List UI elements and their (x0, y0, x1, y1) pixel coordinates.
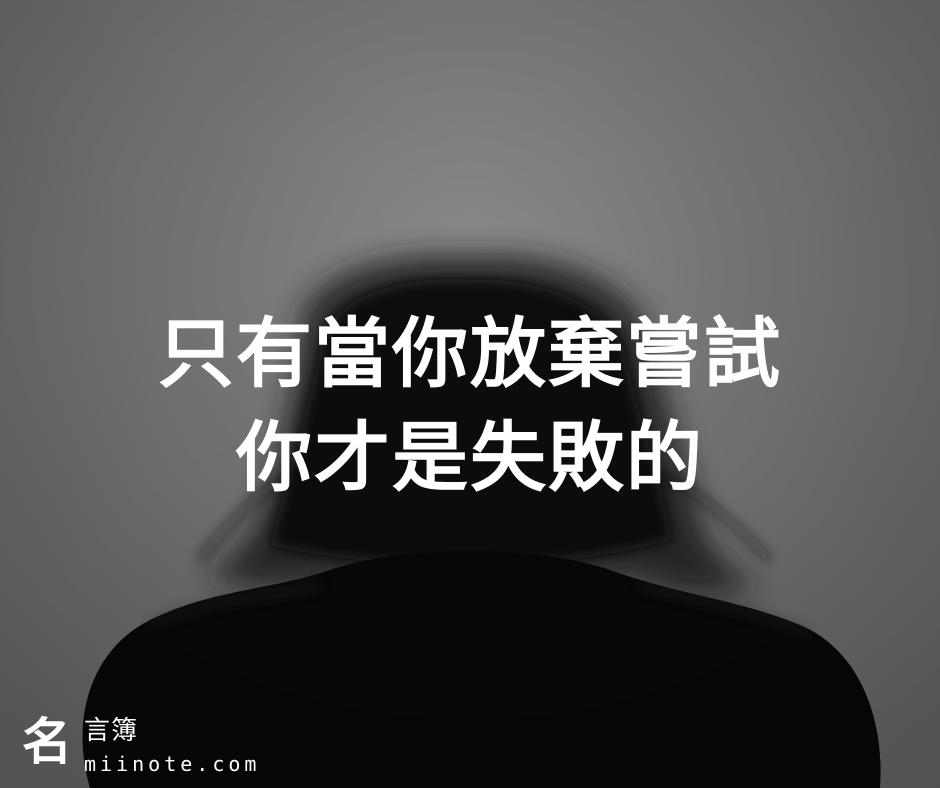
logo-title: 言簿 (84, 716, 139, 746)
quote-line-2: 你才是失敗的 (236, 413, 704, 502)
quote-line-1: 只有當你放棄嘗試 (158, 309, 782, 398)
quote-text: 只有當你放棄嘗試 你才是失敗的 (0, 302, 940, 510)
logo-url: miinote.com (84, 752, 261, 776)
logo-mark: 名 (22, 713, 72, 771)
brand-logo: 名 言簿 miinote.com (22, 712, 282, 778)
